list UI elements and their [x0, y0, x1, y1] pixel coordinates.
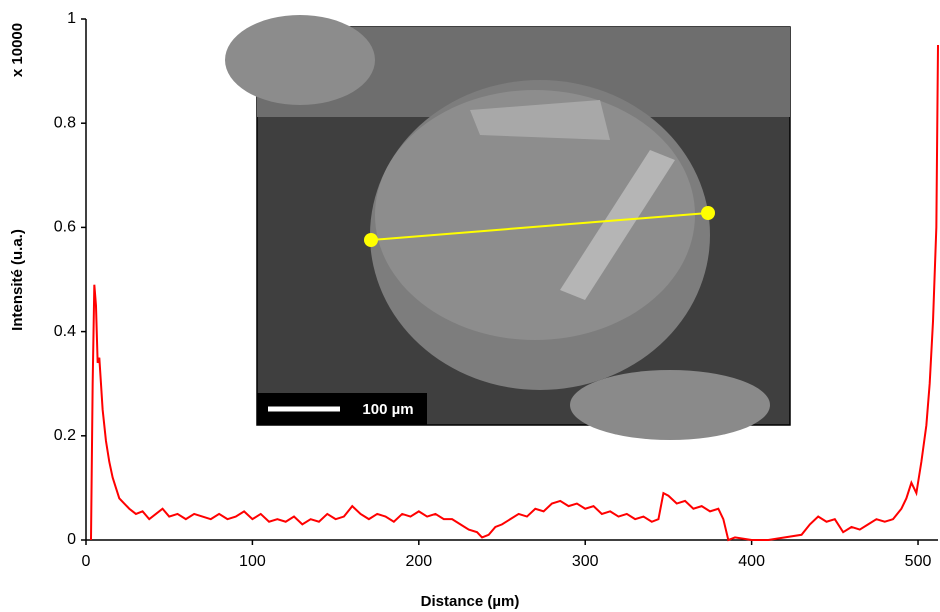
- x-tick-label: 100: [239, 553, 266, 570]
- y-multiplier: x 10000: [9, 23, 26, 77]
- y-tick-label: 0.4: [54, 323, 76, 340]
- x-tick-label: 500: [905, 553, 932, 570]
- y-tick-label: 0.6: [54, 219, 76, 236]
- x-tick-label: 0: [82, 553, 91, 570]
- y-tick-label: 0.2: [54, 427, 76, 444]
- y-tick-label: 0.8: [54, 114, 76, 131]
- inset-image: [225, 15, 791, 440]
- x-axis-title: Distance (µm): [421, 593, 520, 610]
- y-axis-title: Intensité (u.a.): [9, 229, 26, 331]
- x-tick-label: 400: [738, 553, 765, 570]
- y-tick-label: 0: [67, 531, 76, 548]
- y-tick-label: 1: [67, 10, 76, 27]
- scale-label: 100 µm: [362, 401, 413, 418]
- x-tick-label: 300: [572, 553, 599, 570]
- data-line: [89, 45, 939, 542]
- x-tick-label: 200: [405, 553, 432, 570]
